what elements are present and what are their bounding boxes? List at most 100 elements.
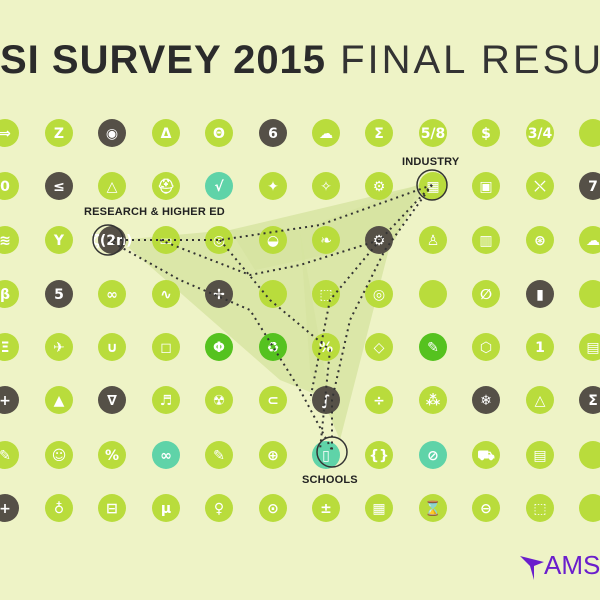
icon-circle-bg <box>472 494 500 522</box>
icon-circle-bg <box>579 386 600 414</box>
icon-circle-bg <box>152 441 180 469</box>
icon-circle <box>579 441 600 469</box>
icon-circle-bg <box>365 441 393 469</box>
icon-glyph: ⊕ <box>267 448 279 464</box>
icon-glyph: ∫ <box>322 393 331 409</box>
icon-circle: ✢ <box>205 280 233 308</box>
icon-circle: ∇ <box>98 386 126 414</box>
icon-glyph: ± <box>320 501 332 517</box>
icon-circle: ⚙ <box>365 172 393 200</box>
icon-glyph: ⇒ <box>0 126 11 142</box>
label-research: RESEARCH & HIGHER ED <box>84 206 225 218</box>
icon-circle: + <box>0 386 19 414</box>
icon-circle-bg <box>205 172 233 200</box>
icon-glyph: ▯ <box>322 448 330 464</box>
icon-circle: Z <box>45 119 73 147</box>
icon-circle: 5 <box>45 280 73 308</box>
icon-glyph: 0 <box>0 179 10 195</box>
icon-circle-bg <box>312 119 340 147</box>
icon-glyph: ⬡ <box>480 340 492 356</box>
icon-circle: ☁ <box>312 119 340 147</box>
icon-glyph: ✎ <box>213 448 225 464</box>
icon-glyph: ▦ <box>426 179 439 195</box>
icon-circle: Φ <box>205 333 233 361</box>
ams-logo-text: AMS <box>544 550 600 580</box>
icon-circle: ∅ <box>472 280 500 308</box>
icon-circle-bg <box>259 386 287 414</box>
icon-circle: % <box>98 441 126 469</box>
icon-circle-bg <box>312 494 340 522</box>
icon-circle: ◉ <box>98 119 126 147</box>
icon-circle <box>579 494 600 522</box>
network-line-research-industry <box>108 184 433 241</box>
icon-circle: ÷ <box>365 386 393 414</box>
icon-glyph: ⊘ <box>427 448 439 464</box>
icon-circle-bg <box>526 494 554 522</box>
icon-glyph: 7 <box>588 179 598 195</box>
icon-circle-bg <box>45 494 73 522</box>
icon-circle-bg <box>526 280 554 308</box>
icon-circle: ◎ <box>205 226 233 254</box>
icon-circle: 1 <box>526 333 554 361</box>
icon-glyph: ⛟ <box>477 448 495 464</box>
icon-circle-bg <box>259 226 287 254</box>
icon-glyph: % <box>105 448 119 464</box>
icon-circle: ⊙ <box>259 494 287 522</box>
icon-circle: ∿ <box>152 280 180 308</box>
icon-circle-bg <box>152 333 180 361</box>
ams-logo: AMS <box>520 548 600 588</box>
icon-circle-bg <box>152 226 180 254</box>
icon-circle: ♬ <box>152 386 180 414</box>
icon-glyph: ▦ <box>372 501 385 517</box>
icon-glyph: ≤ <box>53 179 65 195</box>
icon-circle: ⊂ <box>259 386 287 414</box>
icon-circle-bg <box>0 494 19 522</box>
icon-circle: ∞ <box>98 280 126 308</box>
icon-circle-bg <box>0 333 19 361</box>
icon-circle-bg <box>472 280 500 308</box>
icon-circle-bg <box>98 172 126 200</box>
icon-circle: ▮ <box>526 280 554 308</box>
icon-glyph: ⤬ <box>534 179 546 195</box>
icon-circle: ⊘ <box>419 441 447 469</box>
icon-circle: ◎ <box>365 280 393 308</box>
icon-glyph: ≋ <box>0 233 11 249</box>
icon-glyph: △ <box>107 179 118 195</box>
icon-circle: ⤬ <box>526 172 554 200</box>
title-bold: SI SURVEY 2015 <box>0 38 327 82</box>
icon-circle: ▤ <box>579 333 600 361</box>
icon-circle: ⇒ <box>0 119 19 147</box>
icon-circle-bg <box>152 386 180 414</box>
icon-circle-bg <box>526 226 554 254</box>
icon-circle-bg <box>526 119 554 147</box>
icon-circle-bg <box>205 280 233 308</box>
icon-circle: △ <box>98 172 126 200</box>
icon-circle-bg <box>205 333 233 361</box>
icon-circle: ▲ <box>45 386 73 414</box>
icon-circle: 3/4 <box>526 119 554 147</box>
icon-circle: ≋ <box>0 226 19 254</box>
icon-circle-bg <box>259 441 287 469</box>
icon-circle: ⬡ <box>472 333 500 361</box>
icon-circle-bg <box>45 333 73 361</box>
icon-circle-bg <box>45 386 73 414</box>
icon-circle: ❧ <box>312 226 340 254</box>
network-node-ring <box>92 224 124 256</box>
network-node-ring <box>416 169 448 201</box>
icon-circle: ⊛ <box>526 226 554 254</box>
icon-circle: $ <box>472 119 500 147</box>
icon-circle-bg <box>365 119 393 147</box>
icon-glyph: Ξ <box>1 340 10 356</box>
icon-circle: √ <box>205 172 233 200</box>
icon-glyph: 6 <box>268 126 278 142</box>
icon-circle-bg <box>98 494 126 522</box>
icon-glyph: ◇ <box>374 340 385 356</box>
network-line-inner-3 <box>309 239 381 401</box>
icon-glyph: ⌛ <box>424 500 441 517</box>
icon-circle-bg <box>526 172 554 200</box>
icon-circle: ⛟ <box>472 441 500 469</box>
icon-circle-bg <box>152 280 180 308</box>
icon-circle <box>579 280 600 308</box>
icon-glyph: ▤ <box>586 340 599 356</box>
icon-circle: ✎ <box>0 441 19 469</box>
